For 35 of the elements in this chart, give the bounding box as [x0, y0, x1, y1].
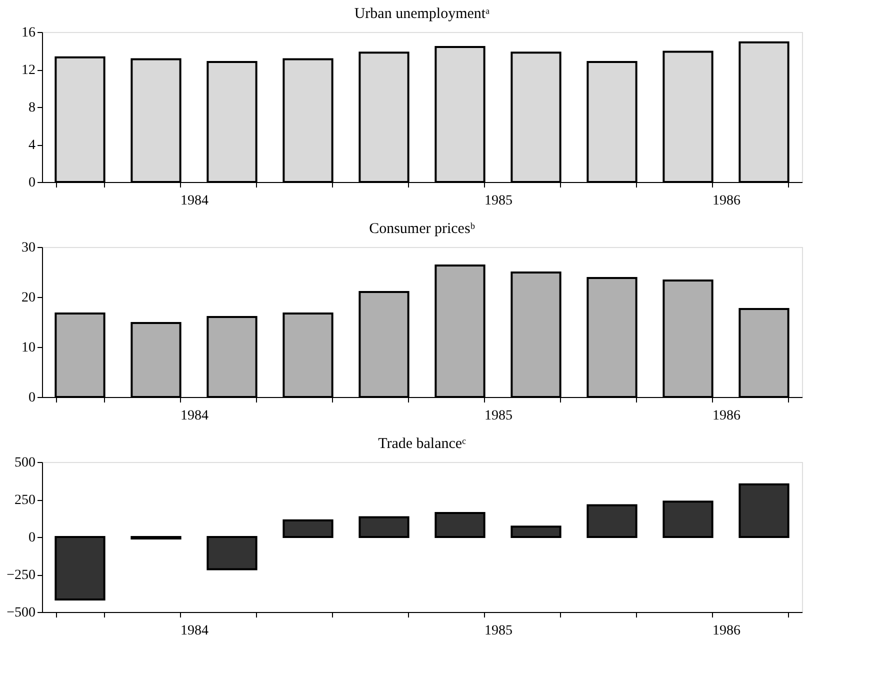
- x-tick-label: 1985: [484, 194, 512, 208]
- bar: [510, 526, 562, 538]
- x-tick-label: 1985: [484, 624, 512, 638]
- y-tick-label: 8: [28, 100, 36, 116]
- y-tick-label: 0: [28, 176, 36, 190]
- y-tick-label: −500: [6, 606, 36, 620]
- chart-title: Trade balanceᶜ: [378, 436, 466, 452]
- y-tick-label: 10: [22, 340, 36, 356]
- y-tick-label: −250: [6, 568, 36, 583]
- y-tick-label: 250: [14, 493, 36, 508]
- y-tick-label: 12: [22, 63, 36, 78]
- chart-title: Urban unemploymentᵃ: [354, 6, 490, 22]
- y-tick-label: 0: [28, 390, 36, 406]
- y-tick-label: 20: [22, 290, 36, 306]
- bar: [738, 483, 790, 538]
- x-tick-label: 1986: [712, 624, 740, 638]
- bar: [586, 504, 638, 538]
- bar: [282, 519, 334, 538]
- bar: [206, 536, 258, 570]
- y-tick-label: 0: [28, 530, 36, 546]
- bar: [434, 512, 486, 538]
- chart-title: Consumer pricesᵇ: [369, 221, 476, 237]
- x-tick-label: 1986: [712, 194, 740, 208]
- y-tick-label: 16: [22, 26, 36, 40]
- x-tick-label: 1984: [180, 624, 208, 638]
- y-tick-label: 4: [28, 138, 36, 153]
- x-tick-label: 1986: [712, 408, 740, 424]
- bar: [358, 516, 410, 538]
- bar: [54, 536, 106, 601]
- y-tick-label: 30: [22, 240, 36, 256]
- x-tick-label: 1984: [180, 194, 208, 208]
- x-tick-label: 1984: [180, 408, 208, 424]
- x-tick-label: 1985: [484, 408, 512, 424]
- bar: [662, 500, 714, 538]
- y-tick-label: 500: [14, 456, 36, 470]
